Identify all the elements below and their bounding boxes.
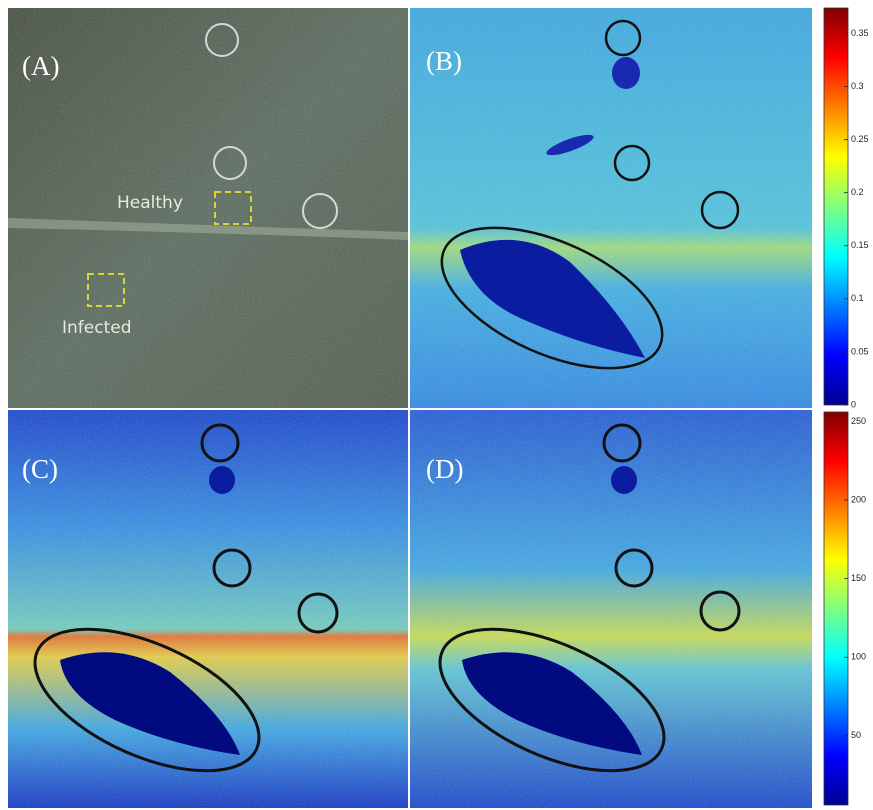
tick-label: 0.15 — [851, 240, 869, 250]
tick-label: 0.3 — [851, 81, 864, 91]
tick-label: 0.25 — [851, 134, 869, 144]
tick-label: 0.35 — [851, 28, 869, 38]
panel-label: (D) — [426, 454, 463, 484]
panel-b: (B) — [410, 8, 812, 408]
tick-label: 50 — [851, 730, 861, 740]
panel-a: (A) Healthy Infected — [8, 8, 408, 408]
tick-label: 0.1 — [851, 293, 864, 303]
annotation: Infected — [62, 318, 132, 338]
panel-label: (C) — [22, 454, 58, 484]
panel-label: (A) — [22, 51, 59, 81]
tick-label: 200 — [851, 494, 866, 504]
tick-label: 100 — [851, 652, 866, 662]
colorbar — [823, 411, 849, 806]
panel-d: (D) — [410, 410, 812, 808]
annotation: Healthy — [117, 193, 183, 213]
panel-c: (C) — [8, 410, 408, 808]
tick-label: 250 — [851, 416, 866, 426]
tick-label: 0.2 — [851, 187, 864, 197]
panel-label: (B) — [426, 46, 462, 76]
colorbar — [823, 7, 849, 406]
tick-label: 150 — [851, 573, 866, 583]
tick-label: 0.05 — [851, 346, 869, 356]
tick-label: 0 — [851, 399, 856, 409]
